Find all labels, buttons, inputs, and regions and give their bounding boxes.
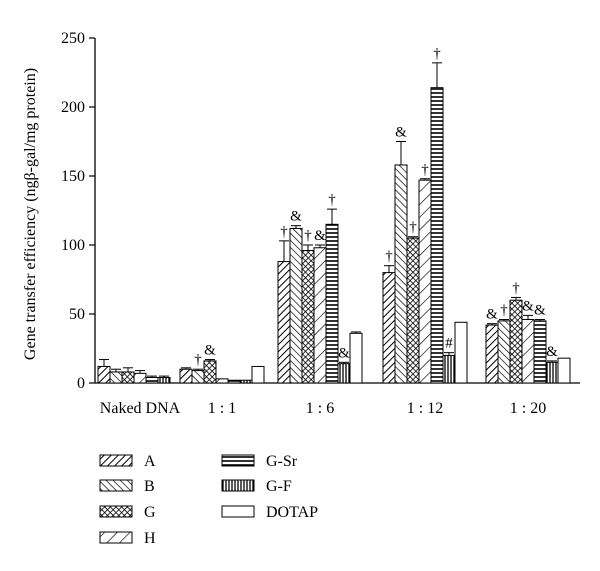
bar-g <box>301 250 315 384</box>
x-tick-label: 1 : 12 <box>407 400 443 417</box>
bar-g <box>406 237 420 384</box>
legend-swatch <box>99 505 133 518</box>
legend-label: A <box>144 453 156 470</box>
significance-marker: & <box>314 228 326 244</box>
significance-marker: † <box>304 228 312 244</box>
bar-a <box>382 272 396 384</box>
significance-marker: & <box>546 344 558 360</box>
bar-h <box>418 179 432 384</box>
bar-h <box>133 372 147 384</box>
significance-marker: & <box>204 343 216 359</box>
bar-g-f <box>239 379 253 384</box>
significance-marker: & <box>522 298 534 314</box>
legend-label: DOTAP <box>266 504 318 521</box>
significance-marker: † <box>280 224 288 240</box>
x-ticks: Naked DNA 1 : 1 1 : 6 1 : 12 1 : 20 <box>100 400 546 417</box>
bar-g-sr <box>145 376 159 384</box>
y-tick-label: 100 <box>61 237 85 254</box>
bar-b <box>289 227 303 384</box>
legend-label: G <box>144 504 156 521</box>
bar-a <box>277 261 291 384</box>
bars: †&†&† &†&†&†††#& ††& && <box>97 46 571 384</box>
significance-marker: & <box>486 307 498 323</box>
bar-g-f <box>442 354 456 384</box>
y-tick-label: 150 <box>61 168 85 185</box>
bar-dotap <box>349 332 363 384</box>
bar-b <box>109 371 123 384</box>
legend-swatch <box>99 479 133 492</box>
significance-marker: † <box>385 249 393 265</box>
bar-a <box>97 365 111 384</box>
bar-dotap <box>454 321 468 384</box>
significance-marker: & <box>290 209 302 225</box>
bar-h <box>215 378 229 384</box>
bar-g <box>121 371 135 384</box>
legend-swatch <box>221 479 255 492</box>
x-tick-label: 1 : 1 <box>208 400 236 417</box>
y-tick-label: 50 <box>69 306 85 323</box>
bar-g-sr <box>325 223 339 384</box>
bar-g-f <box>545 361 559 384</box>
bar-g-f <box>157 376 171 384</box>
bar-dotap <box>251 365 265 384</box>
significance-marker: † <box>421 162 429 178</box>
bar-g-sr <box>533 320 547 384</box>
bar-g-sr <box>430 87 444 384</box>
y-tick-label: 0 <box>77 375 85 392</box>
x-tick-label: 1 : 6 <box>306 400 334 417</box>
bar-g <box>203 360 217 384</box>
significance-marker: † <box>433 46 441 62</box>
bar-g-sr <box>227 379 241 384</box>
bar-h <box>521 319 535 384</box>
significance-marker: † <box>328 192 336 208</box>
bar-b <box>191 370 205 384</box>
legend-label: H <box>144 530 156 547</box>
significance-marker: # <box>445 336 453 352</box>
bar-b <box>394 164 408 384</box>
bar-dotap <box>557 357 571 384</box>
y-tick-label: 250 <box>61 30 85 47</box>
bar-b <box>497 320 511 384</box>
bar-g-f <box>337 363 351 384</box>
legend-swatch <box>99 454 133 467</box>
y-tick-label: 200 <box>61 99 85 116</box>
legend-swatch <box>221 454 255 467</box>
x-tick-label: 1 : 20 <box>510 400 546 417</box>
significance-marker: † <box>194 352 202 368</box>
legend-label: G-F <box>266 478 292 495</box>
significance-marker: † <box>512 280 520 296</box>
y-ticks: 0 50 100 150 200 250 <box>61 30 95 392</box>
significance-marker: & <box>395 125 407 141</box>
bar-a <box>179 368 193 384</box>
legend-swatch <box>99 531 133 544</box>
bar-g <box>509 299 523 384</box>
bar-a <box>485 324 499 384</box>
legend-swatch <box>221 505 255 518</box>
legend-label: G-Sr <box>266 453 298 470</box>
bar-h <box>313 247 327 384</box>
y-axis-label: Gene transfer efficiency (ngβ-gal/mg pro… <box>22 68 39 360</box>
x-tick-label: Naked DNA <box>100 400 181 417</box>
legend-label: B <box>144 478 155 495</box>
significance-marker: & <box>534 303 546 319</box>
significance-marker: & <box>338 345 350 361</box>
significance-marker: † <box>409 220 417 236</box>
significance-marker: † <box>500 303 508 319</box>
